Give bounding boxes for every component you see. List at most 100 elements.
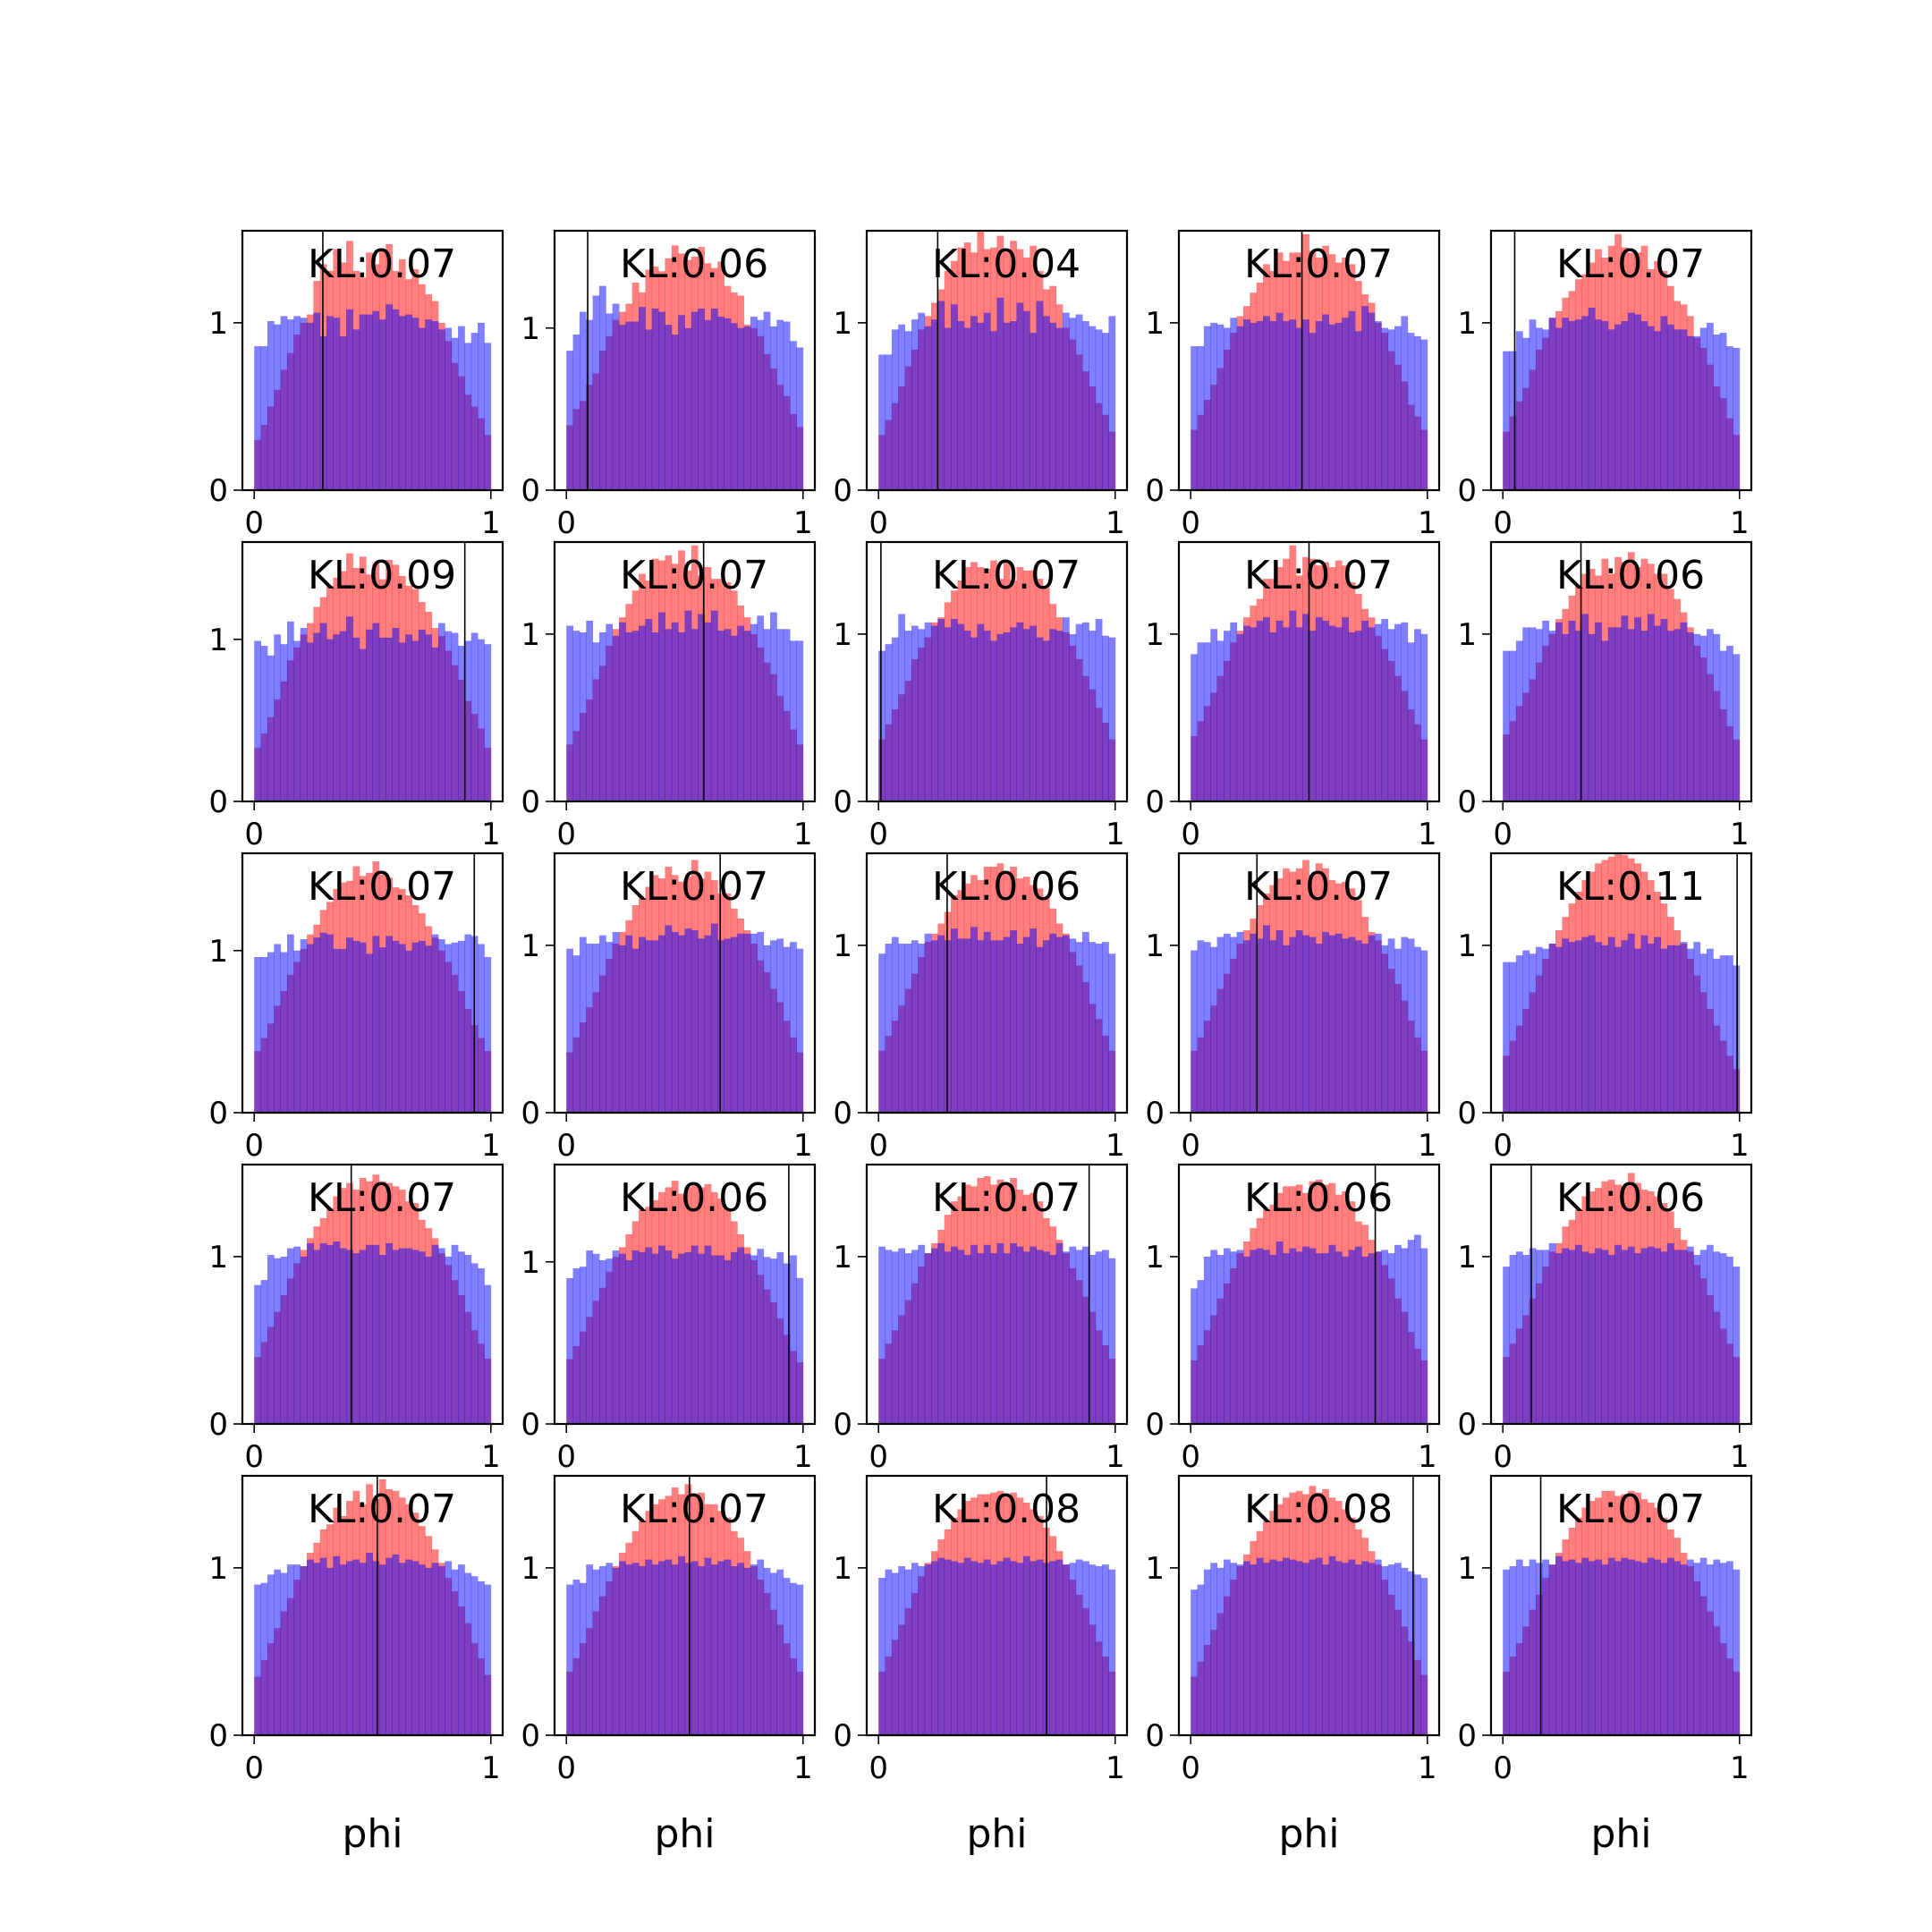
x-tick-label: 1: [793, 1439, 813, 1475]
blue-bar: [878, 1246, 886, 1424]
blue-bar: [464, 1572, 472, 1735]
blue-bar: [1614, 1561, 1622, 1735]
blue-bar: [1010, 1561, 1017, 1735]
blue-bar: [1223, 327, 1231, 490]
y-tick-label: 1: [1145, 617, 1165, 653]
blue-bar: [451, 1569, 459, 1735]
blue-bar: [1660, 948, 1668, 1113]
blue-bar: [1089, 942, 1097, 1113]
blue-bar: [658, 1245, 665, 1425]
blue-bar: [612, 635, 620, 801]
blue-bar: [359, 314, 367, 490]
blue-bar: [260, 957, 268, 1113]
blue-bar: [612, 1567, 620, 1735]
blue-bar: [1647, 944, 1655, 1113]
blue-bar: [1216, 936, 1224, 1113]
blue-bar: [1328, 324, 1336, 490]
blue-bar: [1197, 940, 1205, 1113]
blue-bar: [1614, 627, 1622, 801]
blue-bar: [743, 933, 751, 1113]
blue-bar: [678, 1253, 685, 1424]
blue-bar: [274, 1258, 282, 1424]
blue-bar: [1230, 936, 1238, 1113]
blue-bar: [300, 939, 308, 1113]
kl-label: KL:0.07: [308, 242, 456, 287]
x-tick-label: 1: [793, 1128, 813, 1164]
blue-bar: [783, 629, 791, 801]
blue-bar: [1581, 614, 1589, 801]
histogram-panel-14: 0 1 0 1 KL:0.07: [1145, 852, 1441, 1164]
blue-bar: [1401, 1248, 1409, 1424]
blue-bar: [1407, 333, 1415, 490]
y-tick-label: 1: [833, 617, 852, 653]
kl-label: KL:0.09: [308, 553, 456, 598]
blue-bar: [1686, 632, 1694, 801]
blue-bar: [776, 319, 784, 490]
blue-bar: [1575, 1563, 1582, 1735]
blue-bar: [1250, 627, 1258, 801]
blue-bar: [717, 940, 724, 1113]
histogram-panel-25: 0 1 0 1 KL:0.07 phi: [1457, 1474, 1753, 1857]
blue-bar: [431, 1244, 439, 1424]
blue-bar: [1562, 938, 1570, 1113]
blue-bar: [592, 295, 600, 490]
blue-bar: [1621, 321, 1629, 490]
blue-bar: [254, 346, 261, 490]
blue-bar: [977, 1563, 985, 1735]
blue-bar: [484, 1584, 492, 1735]
blue-bar: [1666, 631, 1674, 801]
blue-bar: [937, 1557, 945, 1735]
blue-bar: [612, 303, 620, 490]
blue-bar: [1243, 1561, 1250, 1735]
y-tick-label: 1: [1145, 1551, 1165, 1587]
blue-bar: [451, 337, 459, 490]
blue-bar: [891, 1251, 899, 1424]
blue-bar: [1030, 625, 1037, 801]
blue-bar: [1263, 316, 1270, 490]
blue-bar: [1680, 329, 1688, 490]
blue-bar: [1699, 635, 1707, 801]
blue-bar: [1640, 935, 1648, 1113]
axes-frame: [553, 1474, 817, 1737]
blue-bar: [717, 1561, 724, 1735]
blue-bar: [458, 326, 465, 490]
blue-bar: [878, 953, 886, 1113]
histogram-panel-20: 0 1 0 1 KL:0.06: [1457, 1163, 1753, 1475]
y-tick-label: 1: [521, 311, 540, 347]
blue-bar: [790, 640, 797, 801]
blue-bar: [1236, 633, 1244, 801]
blue-bar: [464, 934, 472, 1114]
blue-bar: [586, 319, 594, 490]
blue-bar: [1203, 1569, 1211, 1735]
y-tick-label: 0: [833, 784, 852, 820]
blue-bar: [1289, 936, 1297, 1113]
blue-bar: [671, 1564, 679, 1735]
blue-bar: [1548, 318, 1556, 490]
y-tick-label: 0: [521, 1718, 540, 1754]
y-tick-label: 0: [1145, 784, 1165, 820]
blue-bar: [437, 1566, 445, 1735]
histogram-panel-19: 0 1 0 1 KL:0.06: [1145, 1163, 1441, 1475]
blue-bar: [918, 944, 926, 1113]
blue-bar: [619, 325, 626, 491]
blue-bar: [1243, 625, 1250, 801]
blue-bar: [911, 940, 919, 1113]
blue-bar: [898, 1566, 906, 1735]
histogram-panel-23: 0 1 0 1 KL:0.08 phi: [833, 1474, 1129, 1857]
blue-bar: [1707, 948, 1714, 1113]
blue-bar: [878, 354, 886, 490]
blue-bar: [1269, 321, 1277, 490]
blue-bar: [1354, 631, 1362, 801]
blue-bar: [1230, 1563, 1238, 1735]
blue-bar: [612, 1250, 620, 1424]
blue-bar: [1295, 930, 1303, 1113]
blue-bar: [451, 942, 459, 1113]
axes-frame: [1489, 1474, 1753, 1737]
blue-bar: [724, 938, 732, 1113]
blue-bar: [346, 616, 353, 802]
blue-bar: [1654, 936, 1661, 1113]
blue-bar: [1022, 629, 1030, 801]
blue-bar: [796, 948, 804, 1113]
blue-bar: [1595, 942, 1602, 1113]
blue-bar: [639, 936, 646, 1113]
